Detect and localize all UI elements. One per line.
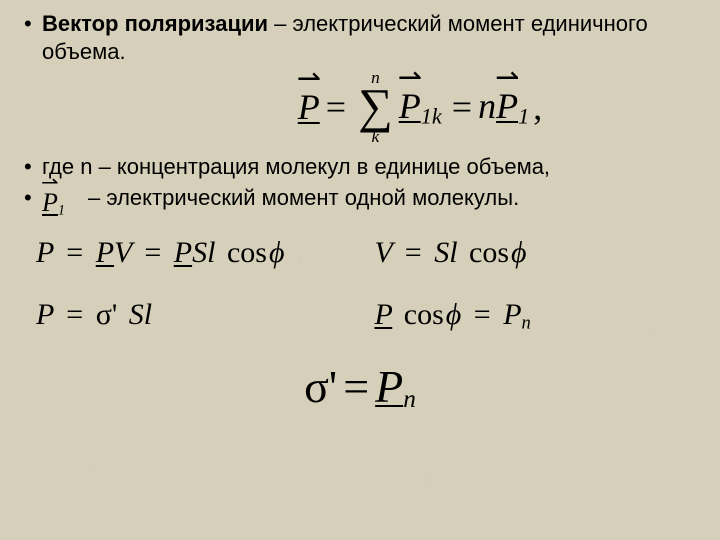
final-n: n: [403, 385, 416, 413]
sum-term: P1k: [399, 85, 442, 130]
PSl-P: P: [174, 236, 192, 269]
l2: l: [144, 298, 152, 331]
Pn-P: P: [503, 298, 521, 331]
inline-P1: P1: [42, 187, 88, 220]
eq-equals-2: =: [442, 86, 478, 128]
bullet-list: Вектор поляризации – электрический момен…: [22, 10, 698, 65]
formula-columns: P = PV = PSl cosϕ P = σ' Sl V = Sl cosϕ: [22, 236, 698, 335]
PSl-l: l: [207, 236, 215, 269]
eq4: =: [469, 298, 496, 331]
inline-P1-base: P: [42, 187, 58, 220]
bullet-3: P1 – электрический момент одной молекулы…: [22, 184, 698, 217]
eq-equals-1: =: [320, 86, 352, 128]
phi3: ϕ: [509, 236, 527, 269]
sub-1k: 1k: [421, 103, 442, 128]
cos4: cos: [400, 298, 444, 331]
bullet-2-text: где n – концентрация молекул в единице о…: [42, 154, 550, 179]
left-column: P = PV = PSl cosϕ P = σ' Sl: [36, 236, 284, 335]
vec-P1k: P: [399, 85, 421, 127]
P1: P: [36, 236, 54, 269]
bullet-list-2: где n – концентрация молекул в единице о…: [22, 153, 698, 218]
eq2: =: [61, 298, 88, 331]
eq-lhs: P: [298, 86, 320, 128]
phi1: ϕ: [267, 236, 285, 269]
eq-P-sigmaSl: P = σ' Sl: [36, 298, 284, 332]
S2: S: [125, 298, 144, 331]
vec-P1: P: [496, 85, 518, 127]
inline-P1-sub: 1: [58, 203, 65, 219]
coef-n: n: [478, 86, 496, 126]
sub-1: 1: [518, 103, 529, 128]
slide-root: Вектор поляризации – электрический момен…: [0, 0, 720, 540]
final-eq: =: [337, 361, 375, 412]
eq-V-Slcos: V = Sl cosϕ: [374, 236, 530, 270]
S3: S: [434, 236, 449, 269]
eq-polarization: P = n ∑ k P1k = nP1 ,: [22, 69, 698, 145]
l3: l: [449, 236, 457, 269]
bullet-2: где n – концентрация молекул в единице о…: [22, 153, 698, 181]
cos1: cos: [223, 236, 267, 269]
eq-P-PV-PSlcos: P = PV = PSl cosϕ: [36, 236, 284, 270]
eq3: =: [400, 236, 427, 269]
Pn-n: n: [522, 312, 531, 333]
P2: P: [36, 298, 54, 331]
prime2: ': [112, 298, 117, 331]
bullet-3-text: – электрический момент одной молекулы.: [88, 184, 519, 212]
sum-sigma: ∑: [358, 86, 393, 127]
eq1a: =: [61, 236, 88, 269]
eq1b: =: [139, 236, 166, 269]
PV-P: P: [96, 236, 114, 269]
PV-V: V: [114, 236, 132, 269]
eq-Pcos-Pn: P cosϕ = Pn: [374, 298, 530, 335]
final-sigma: σ: [304, 361, 329, 412]
vec-P-lhs: P: [298, 86, 320, 128]
final-prime: ': [329, 361, 337, 412]
bullet-1-bold: Вектор поляризации: [42, 11, 268, 36]
eq-rhs: nP1: [478, 85, 529, 130]
phi4: ϕ: [444, 298, 462, 331]
cos3: cos: [465, 236, 509, 269]
final-P: P: [375, 361, 403, 412]
P4: P: [374, 298, 392, 331]
V3: V: [374, 236, 392, 269]
eq-final: σ'=Pn: [22, 360, 698, 414]
sum-symbol: n ∑ k: [358, 69, 393, 145]
right-column: V = Sl cosϕ P cosϕ = Pn: [374, 236, 530, 335]
PSl-S: S: [192, 236, 207, 269]
sum-lower: k: [372, 128, 380, 145]
sigma2: σ: [96, 298, 112, 331]
bullet-1: Вектор поляризации – электрический момен…: [22, 10, 698, 65]
eq-trailing-comma: ,: [529, 86, 542, 128]
